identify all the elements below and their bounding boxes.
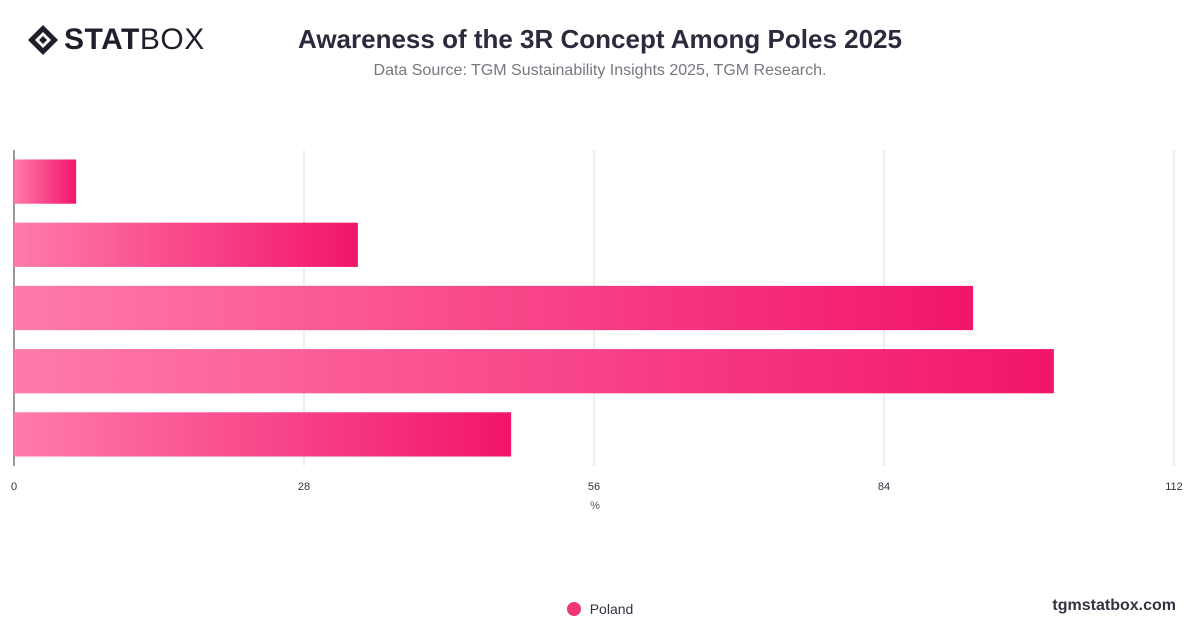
bar bbox=[14, 159, 77, 204]
footer-url[interactable]: tgmstatbox.com bbox=[1052, 597, 1176, 614]
logo-wordmark: STATBOX bbox=[64, 22, 205, 58]
x-tick-label: 56 bbox=[588, 481, 600, 493]
legend-label-poland: Poland bbox=[589, 601, 634, 617]
logo-wordmark-bold: STAT bbox=[64, 23, 140, 56]
bar bbox=[14, 222, 358, 267]
bar bbox=[14, 412, 512, 457]
chart-legend[interactable]: Poland bbox=[0, 601, 1200, 617]
x-tick-label: 28 bbox=[298, 481, 310, 493]
x-tick-label: 0 bbox=[11, 481, 17, 493]
x-axis-label: % bbox=[590, 500, 600, 512]
logo-diamond-icon bbox=[28, 25, 58, 55]
x-tick-label: 84 bbox=[878, 481, 890, 493]
bar bbox=[14, 285, 974, 331]
bar bbox=[14, 349, 1054, 394]
logo-wordmark-light: BOX bbox=[139, 23, 205, 56]
chart-subtitle: Data Source: TGM Sustainability Insights… bbox=[373, 62, 827, 79]
statbox-logo: STATBOX bbox=[26, 22, 205, 58]
chart-title: Awareness of the 3R Concept Among Poles … bbox=[298, 24, 902, 54]
legend-swatch-poland bbox=[566, 602, 581, 616]
x-tick-label: 112 bbox=[1165, 481, 1183, 493]
